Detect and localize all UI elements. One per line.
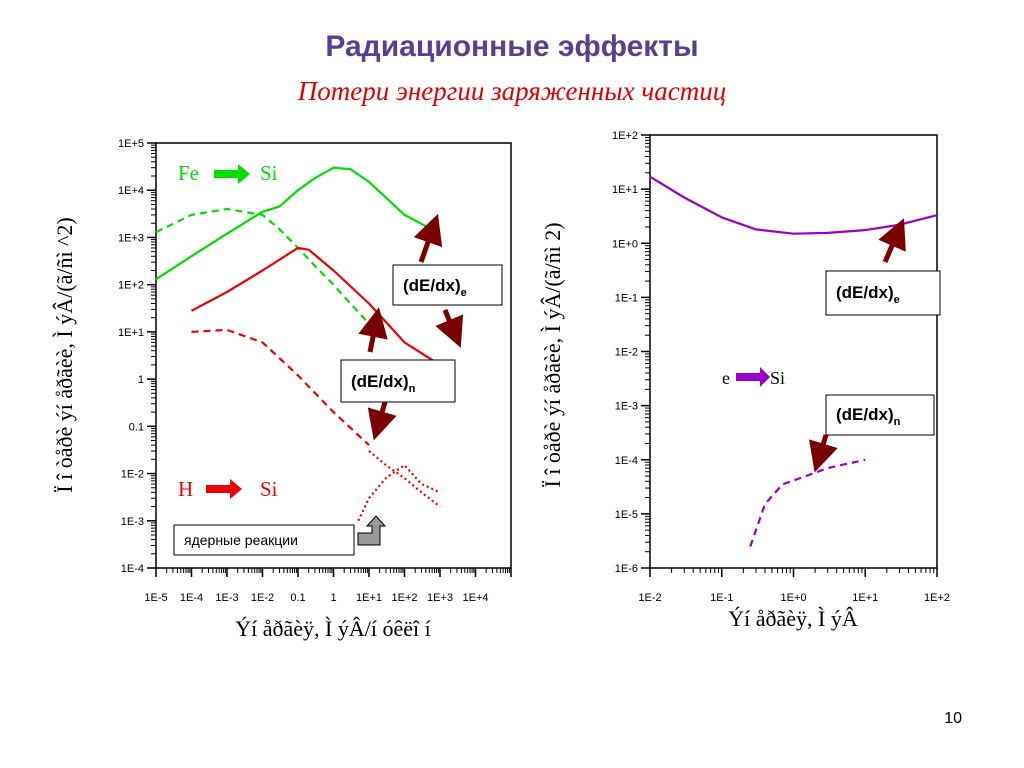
left-x-tick-label: 1E-3 (215, 592, 238, 604)
left-x-tick-label: 1E-5 (144, 592, 167, 604)
left-series-4-line (191, 328, 370, 446)
left-nuclear-text: (dE/dx) (351, 372, 409, 391)
h-target-label: Si (260, 477, 278, 501)
fe-target-label: Si (260, 161, 278, 185)
right-nuclear-text: (dE/dx) (836, 405, 894, 424)
right-y-tick-label: 1E+1 (612, 184, 638, 196)
h-label: H (178, 477, 193, 501)
right-series-1-line (649, 175, 938, 235)
left-x-tick-label: 1E-2 (251, 592, 274, 604)
right-y-axis-title: Ï î òåðè ýí åðãèè, Ì ýÂ/(ã/ñì 2) (540, 222, 565, 487)
right-y-tick-label: 1E-6 (615, 563, 638, 575)
right-x-tick-label: 1E+0 (781, 592, 807, 604)
left-y-tick-label: 1E+2 (118, 280, 144, 292)
left-series-5-line (368, 450, 441, 508)
left-series-6-line (357, 464, 441, 522)
left-nuclear-arrow-up-icon (358, 307, 388, 353)
left-x-tick-label: 1E+3 (427, 592, 453, 604)
right-x-tick-label: 1E+2 (924, 592, 950, 604)
left-y-tick-label: 1E-2 (121, 469, 144, 481)
right-electronic-text: (dE/dx) (836, 283, 894, 302)
left-electronic-arrow-up-icon (413, 213, 443, 263)
right-nuclear-note: (dE/dx)n (836, 405, 901, 428)
left-nuclear-sub: n (409, 383, 416, 395)
left-y-tick-label: 1E-3 (121, 516, 144, 528)
right-x-axis-title: Ýí åðãèÿ, Ì ýÂ (728, 606, 858, 631)
right-chart: 1E-2 1E-1 1E+0 1E+1 1E+2 1E-6 1E-5 1E-4 1E-3 1E-2… (540, 130, 950, 631)
left-axes: 1E-5 1E-4 1E-3 1E-2 0.1 1 1E+1 1E+2 1E+3 1E+4 1E-4… (118, 138, 512, 604)
right-axes: 1E-2 1E-1 1E+0 1E+1 1E+2 1E-6 1E-5 1E-4 1E-3 1E-2… (612, 130, 950, 604)
right-electronic-note: (dE/dx)e (836, 283, 900, 306)
left-nuclear-note: (dE/dx)n (351, 372, 416, 395)
right-y-tick-label: 1E+2 (612, 130, 638, 142)
left-electronic-note: (dE/dx)e (403, 276, 467, 299)
right-y-tick-label: 1E-2 (615, 347, 638, 359)
left-plot-frame (155, 142, 512, 569)
right-electronic-arrow-icon (878, 218, 906, 263)
right-nuclear-arrow-icon (809, 434, 838, 473)
left-y-tick-label: 1E-4 (121, 563, 144, 575)
right-electronic-box (825, 270, 941, 316)
left-x-tick-label: 1E+4 (463, 592, 489, 604)
slide-subtitle: Потери энергии заряженных частиц (297, 76, 727, 106)
reactions-box (173, 524, 355, 556)
right-plot-frame (649, 134, 938, 569)
left-y-tick-label: 1E+4 (118, 185, 144, 197)
left-electronic-sub: e (461, 287, 467, 299)
left-x-tick-label: 1E+1 (356, 592, 382, 604)
left-series-group (155, 166, 441, 522)
right-y-tick-label: 1E-4 (615, 455, 638, 467)
left-y-tick-label: 1E+5 (118, 138, 144, 150)
fe-arrow-icon (214, 164, 250, 184)
left-y-tick-label: 1E+3 (118, 232, 144, 244)
left-electronic-text: (dE/dx) (403, 276, 461, 295)
e-label: e (722, 368, 730, 388)
e-arrow-icon (736, 367, 770, 387)
left-nuclear-box (340, 359, 456, 403)
right-x-tick-label: 1E-2 (638, 592, 661, 604)
reactions-pointer-icon (357, 515, 387, 546)
right-x-tick-label: 1E-1 (710, 592, 733, 604)
h-arrow-icon (206, 479, 242, 499)
right-series-2-line (749, 458, 866, 547)
page-number: 10 (944, 710, 962, 727)
right-nuclear-sub: n (894, 416, 901, 428)
left-nuclear-arrow-down-icon (367, 401, 397, 441)
left-x-tick-label: 1 (330, 592, 336, 604)
e-target-label: Si (770, 368, 785, 388)
left-x-tick-label: 1E+2 (392, 592, 418, 604)
left-series-2-line (155, 207, 370, 325)
right-y-tick-label: 1E-5 (615, 509, 638, 521)
left-x-tick-label: 0.1 (290, 592, 305, 604)
left-y-axis-title: Ï î òåðè ýí åðãèè, Ì ýÂ/(ã/ñì ^2) (52, 217, 77, 492)
left-y-tick-label: 1E+1 (118, 327, 144, 339)
left-electronic-arrow-down-icon (435, 309, 464, 348)
left-electronic-box (392, 264, 503, 306)
left-x-axis-title: Ýí åðãèÿ, Ì ýÂ/í óêëî í (235, 616, 431, 641)
right-nuclear-box (825, 394, 935, 436)
fe-label: Fe (178, 161, 199, 185)
left-y-tick-label: 1 (138, 374, 144, 386)
right-y-tick-label: 1E-3 (615, 401, 638, 413)
left-chart: 1E-5 1E-4 1E-3 1E-2 0.1 1 1E+1 1E+2 1E+3 1E+4 1E-4… (52, 138, 512, 641)
left-y-tick-label: 0.1 (129, 421, 144, 433)
left-x-tick-label: 1E-4 (180, 592, 203, 604)
right-y-tick-label: 1E-1 (615, 292, 638, 304)
reactions-label: ядерные реакции (184, 532, 298, 548)
right-y-tick-label: 1E+0 (612, 238, 638, 250)
right-series-group (649, 175, 938, 547)
right-x-tick-label: 1E+1 (852, 592, 878, 604)
slide-title: Радиационные эффекты (325, 30, 699, 63)
left-series-1-line (155, 166, 441, 281)
left-series-3-line (190, 246, 441, 366)
right-electronic-sub: e (894, 294, 900, 306)
